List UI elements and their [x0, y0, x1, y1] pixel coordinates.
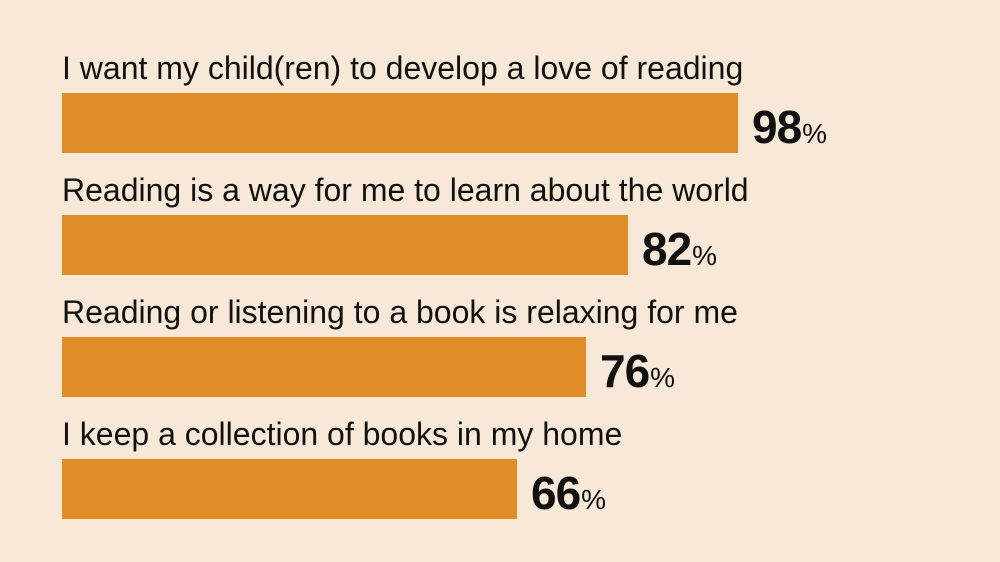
value-number: 66	[531, 467, 581, 519]
chart-row: I want my child(ren) to develop a love o…	[0, 48, 1000, 158]
value-label: 98%	[752, 97, 827, 157]
value-label: 82%	[642, 219, 717, 279]
value-number: 82	[642, 223, 692, 275]
value-label: 66%	[531, 463, 606, 523]
bar	[62, 337, 586, 397]
percent-sign: %	[581, 484, 607, 515]
percent-sign: %	[802, 118, 828, 149]
percent-sign: %	[650, 362, 676, 393]
chart-row: Reading or listening to a book is relaxi…	[0, 292, 1000, 402]
value-label: 76%	[600, 341, 675, 401]
percent-sign: %	[692, 240, 718, 271]
value-number: 98	[752, 101, 802, 153]
value-number: 76	[600, 345, 650, 397]
bar	[62, 215, 628, 275]
chart-row: Reading is a way for me to learn about t…	[0, 170, 1000, 280]
bar	[62, 93, 738, 153]
category-label: I want my child(ren) to develop a love o…	[62, 50, 744, 86]
category-label: Reading is a way for me to learn about t…	[62, 172, 749, 208]
category-label: I keep a collection of books in my home	[62, 416, 623, 452]
bar	[62, 459, 517, 519]
chart-row: I keep a collection of books in my home 6…	[0, 414, 1000, 524]
category-label: Reading or listening to a book is relaxi…	[62, 294, 738, 330]
